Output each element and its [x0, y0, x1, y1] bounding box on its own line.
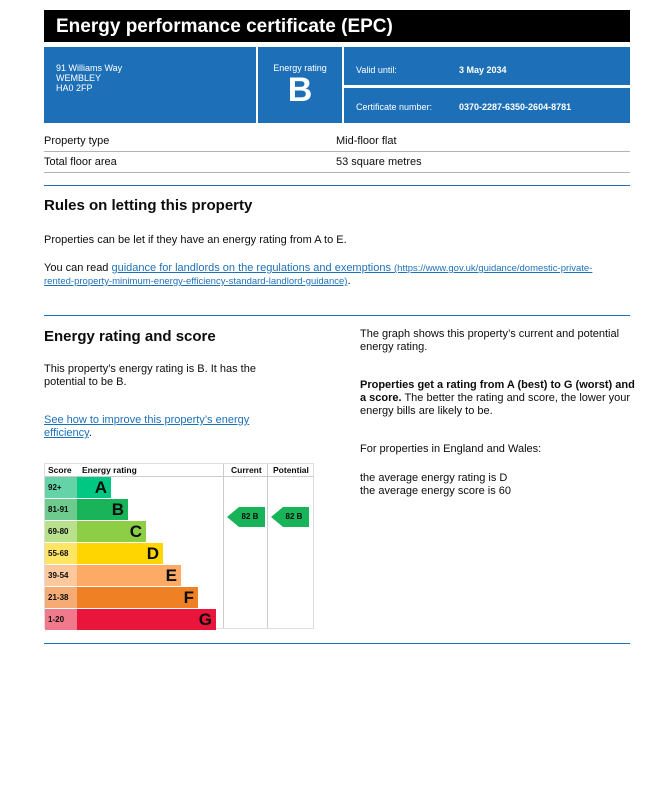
row-value: 53 square metres	[336, 156, 422, 168]
text: .	[88, 427, 92, 439]
row-value: Mid-floor flat	[336, 135, 397, 147]
cert-number-value: 0370-2287-6350-2604-8781	[459, 102, 572, 112]
average-rating: the average energy rating is D	[360, 472, 508, 484]
england-wales-text: For properties in England and Wales:	[360, 443, 542, 455]
bold-text: Properties get a rating from A (best) to…	[360, 379, 635, 404]
band-score: 39-54	[45, 565, 77, 586]
divider	[267, 464, 268, 628]
link-url: (https://www.gov.uk/guidance/domestic-pr…	[44, 263, 593, 287]
band-score: 69-80	[45, 521, 77, 542]
rating-explanation: Properties get a rating from A (best) to…	[360, 379, 635, 418]
band-score: 55-68	[45, 543, 77, 564]
property-type-row: Property type Mid-floor flat	[44, 131, 630, 152]
address-line: 91 Williams Way	[56, 63, 123, 73]
potential-label: 82 B	[285, 512, 303, 521]
average-score: the average energy score is 60	[360, 485, 512, 497]
band-score: 81-91	[45, 499, 77, 520]
link-text: guidance for landlords on the regulation…	[111, 262, 391, 274]
band-score: 92+	[45, 477, 77, 498]
header-current: Current	[231, 465, 262, 475]
band-bar: A	[77, 477, 111, 498]
divider	[45, 476, 313, 477]
valid-until-value: 3 May 2034	[459, 65, 507, 75]
graph-text: The graph shows this property’s current …	[360, 328, 620, 353]
improve-link[interactable]: See how to improve this property’s energ…	[44, 414, 250, 439]
band-bar: B	[77, 499, 128, 520]
cert-label: Certificate number:	[356, 102, 433, 112]
guidance-link[interactable]: guidance for landlords on the regulation…	[44, 262, 592, 287]
text: The better the rating and score, the low…	[360, 392, 631, 417]
band-score: 21-38	[45, 587, 77, 608]
band-bar: E	[77, 565, 181, 586]
page-title: Energy performance certificate (EPC)	[44, 10, 630, 42]
certificate-number: Certificate number: 0370-2287-6350-2604-…	[344, 88, 630, 123]
valid-until-label: Valid until:	[356, 65, 397, 75]
score-heading: Energy rating and score	[44, 328, 216, 345]
divider	[44, 185, 630, 186]
header-energy-rating: Energy rating	[82, 465, 137, 475]
current-label: 82 B	[241, 512, 259, 521]
band-bar: C	[77, 521, 146, 542]
text: You can read	[44, 262, 112, 274]
address-line: WEMBLEY	[56, 73, 102, 83]
valid-until: Valid until: 3 May 2034	[344, 47, 630, 85]
rules-guidance: You can read guidance for landlords on t…	[44, 262, 614, 288]
band-score: 1-20	[45, 609, 77, 630]
energy-rating-label: Energy rating	[273, 63, 327, 73]
header-potential: Potential	[273, 465, 309, 475]
current-rating-arrow: 82 B	[227, 507, 265, 527]
energy-rating-chart: Score Energy rating Current Potential 92…	[44, 463, 314, 630]
text: .	[347, 275, 351, 287]
score-text: This property’s energy rating is B. It h…	[44, 363, 256, 388]
potential-rating-arrow: 82 B	[271, 507, 309, 527]
energy-rating-box: Energy rating B	[258, 47, 342, 123]
row-label: Property type	[44, 135, 110, 147]
rules-heading: Rules on letting this property	[44, 197, 253, 214]
band-bar: G	[77, 609, 216, 630]
band-bar: F	[77, 587, 198, 608]
header-score: Score	[48, 465, 72, 475]
band-bar: D	[77, 543, 163, 564]
divider	[44, 643, 630, 644]
rules-text: Properties can be let if they have an en…	[44, 234, 347, 246]
floor-area-row: Total floor area 53 square metres	[44, 152, 630, 173]
address-line: HA0 2FP	[56, 83, 93, 93]
address: 91 Williams Way WEMBLEY HA0 2FP	[44, 47, 256, 123]
improve: See how to improve this property’s energ…	[44, 414, 284, 440]
divider	[44, 315, 630, 316]
divider	[223, 464, 224, 628]
row-label: Total floor area	[44, 156, 117, 168]
energy-rating-letter: B	[287, 71, 313, 109]
